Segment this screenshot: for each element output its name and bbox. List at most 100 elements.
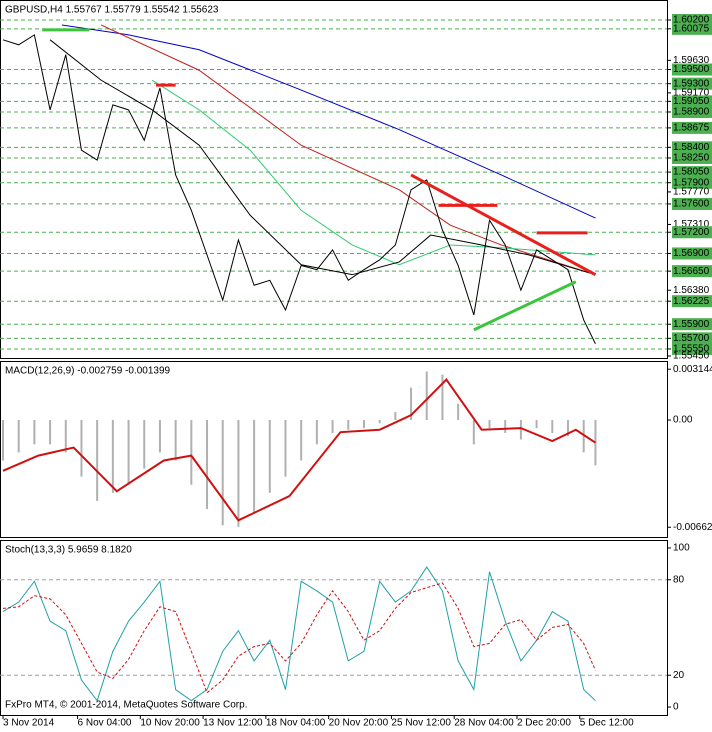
y-tick-label: 1.57310 bbox=[673, 219, 710, 230]
histogram-bar bbox=[284, 420, 287, 477]
series-line bbox=[2, 34, 596, 345]
y-tick-label: -0.006627 bbox=[673, 522, 712, 533]
level-label-bg bbox=[672, 226, 712, 239]
histogram-bar bbox=[457, 403, 460, 421]
series-line bbox=[2, 566, 596, 702]
y-tick-label: 20 bbox=[673, 670, 685, 681]
x-tick-label: 2 Dec 20:00 bbox=[517, 718, 571, 729]
histogram-bar bbox=[535, 420, 538, 429]
y-tick-label: 1.59300 bbox=[673, 78, 710, 89]
y-tick-label: 1.57770 bbox=[673, 187, 710, 198]
y-tick-label: 1.57200 bbox=[673, 227, 710, 238]
level-label-bg bbox=[672, 295, 712, 308]
histogram-bar bbox=[551, 420, 554, 433]
y-tick-label: 1.57600 bbox=[673, 199, 710, 210]
y-tick-label: 1.58400 bbox=[673, 142, 710, 153]
y-tick-label: 1.55450 bbox=[673, 351, 710, 362]
y-tick-label: 1.57900 bbox=[673, 177, 710, 188]
y-tick-label: 1.59630 bbox=[673, 55, 710, 66]
level-label-bg bbox=[672, 197, 712, 210]
histogram-bar bbox=[2, 420, 4, 461]
level-label-bg bbox=[672, 63, 712, 76]
y-tick-label: 1.55900 bbox=[673, 319, 710, 330]
histogram-bar bbox=[253, 420, 256, 514]
y-tick-label: 1.56225 bbox=[673, 296, 710, 307]
level-label-bg bbox=[672, 342, 712, 355]
x-tick-label: 28 Nov 04:00 bbox=[454, 718, 514, 729]
y-tick-label: 1.58900 bbox=[673, 107, 710, 118]
level-label-bg bbox=[672, 121, 712, 134]
y-tick-label: 1.55700 bbox=[673, 333, 710, 344]
y-tick-label: 1.56380 bbox=[673, 285, 710, 296]
y-tick-label: 1.56650 bbox=[673, 266, 710, 277]
histogram-bar bbox=[206, 420, 209, 510]
panel-title: MACD(12,26,9) -0.002759 -0.001399 bbox=[5, 366, 171, 377]
panel bbox=[0, 361, 668, 538]
level-label-bg bbox=[672, 95, 712, 108]
series-line bbox=[2, 582, 596, 694]
level-label-bg bbox=[672, 77, 712, 90]
histogram-bar bbox=[49, 420, 52, 445]
level-label-bg bbox=[672, 176, 712, 189]
histogram-bar bbox=[362, 420, 365, 429]
histogram-bar bbox=[378, 420, 381, 424]
histogram-bar bbox=[64, 420, 67, 453]
level-label-bg bbox=[672, 265, 712, 278]
x-tick-label: 13 Nov 12:00 bbox=[203, 718, 263, 729]
x-tick-label: 3 Nov 2014 bbox=[3, 718, 55, 729]
histogram-bar bbox=[17, 420, 20, 453]
histogram-bar bbox=[33, 420, 36, 445]
histogram-bar bbox=[111, 420, 114, 493]
level-label-bg bbox=[672, 141, 712, 154]
y-tick-label: 1.59170 bbox=[673, 88, 710, 99]
level-label-bg bbox=[672, 105, 712, 118]
x-tick-label: 18 Nov 04:00 bbox=[266, 718, 326, 729]
histogram-bar bbox=[315, 420, 318, 445]
histogram-bar bbox=[425, 371, 428, 421]
y-tick-label: 1.60200 bbox=[673, 15, 710, 26]
series-line bbox=[61, 24, 596, 219]
histogram-bar bbox=[143, 420, 146, 469]
y-tick-label: 0 bbox=[673, 702, 679, 713]
histogram-bar bbox=[441, 374, 444, 421]
y-tick-label: 1.58050 bbox=[673, 167, 710, 178]
x-tick-label: 5 Dec 12:00 bbox=[580, 718, 634, 729]
panel bbox=[0, 0, 668, 359]
y-tick-label: 100 bbox=[673, 543, 690, 554]
histogram-bar bbox=[174, 420, 177, 461]
histogram-bar bbox=[237, 420, 240, 527]
panel bbox=[0, 540, 668, 716]
plot bbox=[2, 24, 597, 345]
level-label-bg bbox=[672, 318, 712, 331]
histogram-bar bbox=[221, 420, 224, 526]
series-line bbox=[49, 39, 596, 276]
series-line bbox=[473, 280, 577, 332]
level-label-bg bbox=[672, 166, 712, 179]
level-label-bg bbox=[672, 332, 712, 345]
histogram-bar bbox=[504, 420, 507, 433]
x-tick-label: 25 Nov 12:00 bbox=[391, 718, 451, 729]
histogram-bar bbox=[519, 420, 522, 440]
x-tick-label: 6 Nov 04:00 bbox=[78, 718, 132, 729]
level-label-bg bbox=[672, 247, 712, 260]
histogram-bar bbox=[410, 387, 413, 421]
histogram-bar bbox=[158, 420, 161, 453]
y-tick-label: 1.59500 bbox=[673, 64, 710, 75]
plot bbox=[2, 371, 597, 527]
level-label-bg bbox=[672, 151, 712, 164]
histogram-bar bbox=[582, 420, 585, 453]
series-line bbox=[2, 378, 597, 522]
copyright: FxPro MT4, © 2001-2014, MetaQuotes Softw… bbox=[5, 700, 247, 711]
histogram-bar bbox=[488, 420, 491, 429]
y-tick-label: 1.55550 bbox=[673, 344, 710, 355]
histogram-bar bbox=[394, 411, 397, 421]
histogram-bar bbox=[331, 420, 334, 433]
series-line bbox=[151, 79, 596, 266]
y-tick-label: 0.003144 bbox=[673, 364, 712, 375]
plot bbox=[2, 566, 596, 702]
histogram-bar bbox=[594, 420, 597, 466]
y-tick-label: 1.60075 bbox=[673, 24, 710, 35]
series-line bbox=[100, 24, 596, 276]
histogram-bar bbox=[96, 420, 99, 501]
